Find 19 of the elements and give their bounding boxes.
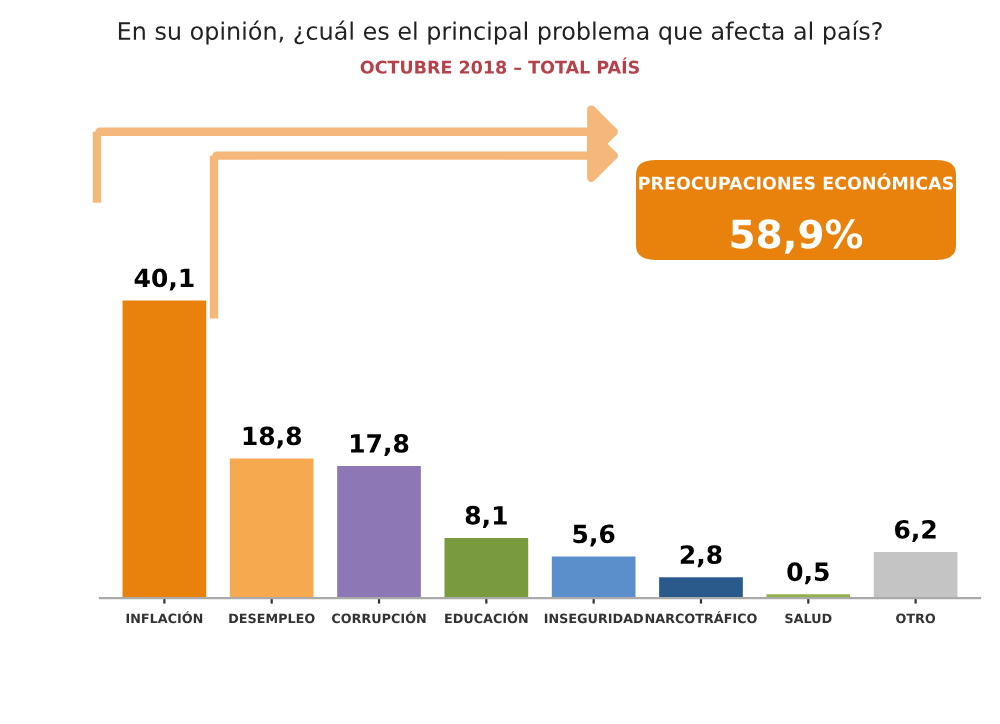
bar	[659, 577, 743, 599]
bar	[337, 465, 421, 599]
data-label: 40,1	[134, 268, 194, 291]
chart-subtitle: OCTUBRE 2018 – TOTAL PAÍS	[360, 57, 639, 74]
chart-title: En su opinión, ¿cuál es el principal problema que afecta al país?	[118, 20, 882, 45]
bar	[229, 458, 314, 599]
data-label: 5,6	[573, 524, 615, 547]
bar	[551, 556, 636, 599]
text: PREOCUPACIONES ECONÓMICAS	[639, 173, 954, 190]
bar	[873, 552, 958, 599]
data-label: 17,8	[351, 433, 409, 456]
data-label: 0,5	[787, 562, 829, 585]
data-label: 8,1	[465, 505, 507, 528]
data-label: 18,8	[243, 426, 301, 449]
text: 58,9%	[731, 219, 863, 254]
bar	[122, 300, 207, 599]
data-label: 2,8	[680, 545, 722, 568]
data-label: 6,2	[895, 519, 936, 543]
bar	[444, 537, 529, 599]
